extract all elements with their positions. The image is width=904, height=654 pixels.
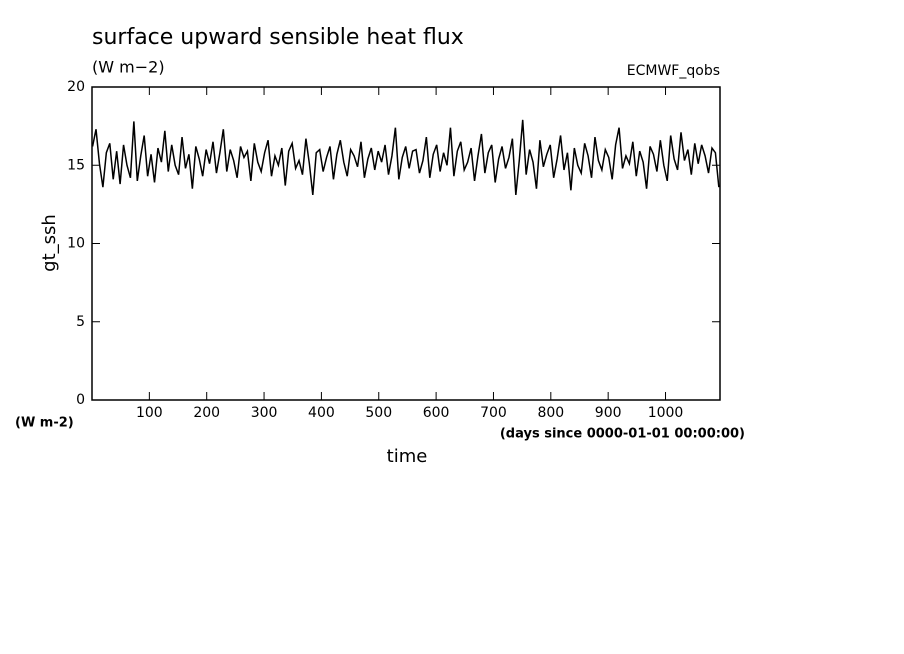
- x-tick-label: 700: [480, 405, 507, 421]
- x-axis-label: time: [387, 446, 428, 467]
- y-tick-label: 15: [67, 157, 85, 173]
- x-tick-label: 800: [537, 405, 564, 421]
- x-tick-label: 1000: [648, 405, 684, 421]
- x-tick-label: 400: [308, 405, 335, 421]
- x-tick-label: 200: [193, 405, 220, 421]
- chart-subtitle: (W m−2): [92, 58, 165, 77]
- x-tick-label: 500: [365, 405, 392, 421]
- y-tick-label: 20: [67, 79, 85, 95]
- annotation: ECMWF_qobs: [627, 63, 720, 79]
- data-line: [91, 119, 720, 196]
- y-axis-label: gt_ssh: [39, 214, 60, 272]
- x-tick-label: 900: [595, 405, 622, 421]
- y-tick-label: 10: [67, 236, 85, 252]
- y-tick-label: 5: [76, 314, 85, 330]
- x-units: (days since 0000-01-01 00:00:00): [500, 427, 745, 442]
- x-tick-label: 100: [136, 405, 163, 421]
- x-tick-label: 300: [251, 405, 278, 421]
- chart-title: surface upward sensible heat flux: [92, 25, 464, 50]
- y-tick-label: 0: [76, 392, 85, 408]
- plot-frame: [91, 86, 721, 401]
- x-tick-label: 600: [423, 405, 450, 421]
- y-units: (W m-2): [15, 416, 74, 431]
